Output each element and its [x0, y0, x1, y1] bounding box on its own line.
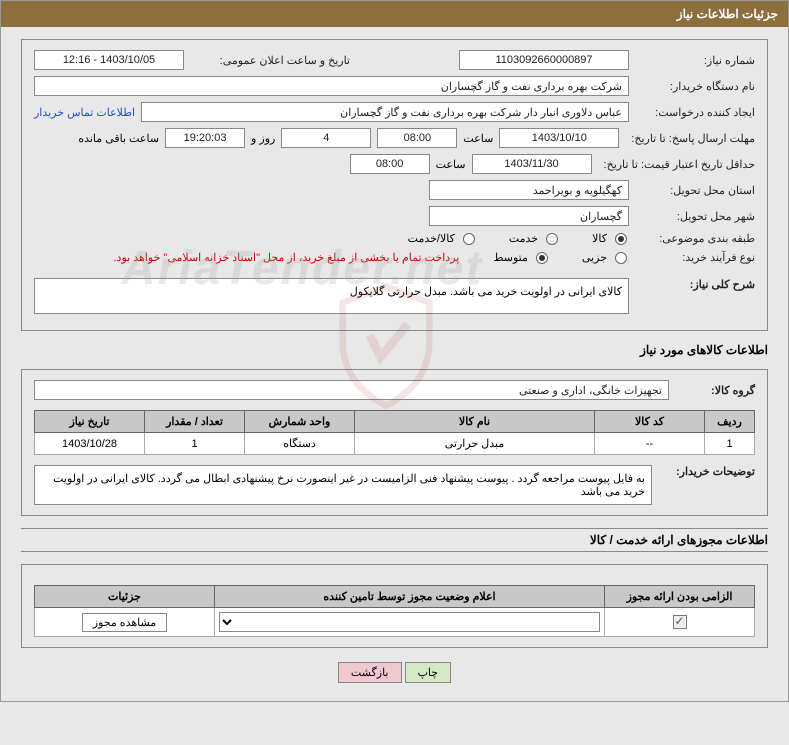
radio-service[interactable]	[546, 233, 558, 245]
radio-goods-service-label: کالا/خدمت	[408, 232, 455, 245]
lic-col-details: جزئیات	[35, 586, 215, 608]
buyer-org-value: شرکت بهره برداری نفت و گاز گچساران	[34, 76, 629, 96]
process-label: نوع فرآیند خرید:	[635, 251, 755, 264]
province-label: استان محل تحویل:	[635, 184, 755, 197]
province-value: کهگیلویه و بویراحمد	[429, 180, 629, 200]
desc-text: کالای ایرانی در اولویت خرید می باشد. مبد…	[34, 278, 629, 314]
radio-medium-label: متوسط	[493, 251, 528, 264]
need-number-label: شماره نیاز:	[635, 54, 755, 67]
cell-date: 1403/10/28	[35, 433, 145, 455]
mandatory-checkbox[interactable]	[673, 615, 687, 629]
license-section: الزامی بودن ارائه مجوز اعلام وضعیت مجوز …	[21, 564, 768, 648]
buyer-contact-link[interactable]: اطلاعات تماس خریدار	[34, 106, 135, 119]
process-note: پرداخت تمام یا بخشی از مبلغ خرید، از محل…	[114, 251, 460, 264]
buyer-desc-text: به فایل پیوست مراجعه گردد . پیوست پیشنها…	[34, 465, 652, 505]
cell-row: 1	[705, 433, 755, 455]
validity-date: 1403/11/30	[472, 154, 592, 174]
deadline-date: 1403/10/10	[499, 128, 619, 148]
license-section-title: اطلاعات مجوزهای ارائه خدمت / کالا	[21, 528, 768, 552]
col-qty: تعداد / مقدار	[145, 411, 245, 433]
license-table: الزامی بودن ارائه مجوز اعلام وضعیت مجوز …	[34, 585, 755, 637]
cell-name: مبدل حرارتی	[355, 433, 595, 455]
radio-goods[interactable]	[615, 233, 627, 245]
license-row: مشاهده مجوز	[35, 608, 755, 637]
radio-goods-service[interactable]	[463, 233, 475, 245]
validity-label: حداقل تاریخ اعتبار قیمت: تا تاریخ:	[598, 158, 755, 171]
table-row: 1 -- مبدل حرارتی دستگاه 1 1403/10/28	[35, 433, 755, 455]
city-label: شهر محل تحویل:	[635, 210, 755, 223]
validity-time: 08:00	[350, 154, 430, 174]
lic-col-status: اعلام وضعیت مجوز توسط تامین کننده	[215, 586, 605, 608]
buyer-org-label: نام دستگاه خریدار:	[635, 80, 755, 93]
footer-buttons: چاپ بازگشت	[1, 662, 788, 683]
goods-group-label: گروه کالا:	[675, 384, 755, 397]
col-unit: واحد شمارش	[245, 411, 355, 433]
requester-value: عباس دلاوری انبار دار شرکت بهره برداری ن…	[141, 102, 629, 122]
buyer-desc-label: توضیحات خریدار:	[660, 465, 755, 478]
city-value: گچساران	[429, 206, 629, 226]
deadline-time: 08:00	[377, 128, 457, 148]
main-wrapper: جزئیات اطلاعات نیاز AriaTender.net شماره…	[0, 0, 789, 702]
cell-code: --	[595, 433, 705, 455]
need-info-section: شماره نیاز: 1103092660000897 تاریخ و ساع…	[21, 39, 768, 331]
page-title: جزئیات اطلاعات نیاز	[677, 7, 778, 21]
radio-medium[interactable]	[536, 252, 548, 264]
lic-col-mandatory: الزامی بودن ارائه مجوز	[605, 586, 755, 608]
announce-date-value: 1403/10/05 - 12:16	[34, 50, 184, 70]
time-label-2: ساعت	[436, 158, 466, 171]
announce-date-label: تاریخ و ساعت اعلان عمومی:	[190, 54, 350, 67]
status-select[interactable]	[219, 612, 600, 632]
col-date: تاریخ نیاز	[35, 411, 145, 433]
radio-service-label: خدمت	[509, 232, 538, 245]
goods-table: ردیف کد کالا نام کالا واحد شمارش تعداد /…	[34, 410, 755, 455]
back-button[interactable]: بازگشت	[338, 662, 402, 683]
category-label: طبقه بندی موضوعی:	[635, 232, 755, 245]
radio-goods-label: کالا	[592, 232, 607, 245]
col-code: کد کالا	[595, 411, 705, 433]
need-number-value: 1103092660000897	[459, 50, 629, 70]
days-count: 4	[281, 128, 371, 148]
goods-group-value: تجهیزات خانگی، اداری و صنعتی	[34, 380, 669, 400]
page-header: جزئیات اطلاعات نیاز	[1, 1, 788, 27]
days-and-label: روز و	[251, 132, 275, 145]
deadline-label: مهلت ارسال پاسخ: تا تاریخ:	[625, 132, 755, 145]
requester-label: ایجاد کننده درخواست:	[635, 106, 755, 119]
radio-partial[interactable]	[615, 252, 627, 264]
goods-section: گروه کالا: تجهیزات خانگی، اداری و صنعتی …	[21, 369, 768, 516]
desc-label: شرح کلی نیاز:	[635, 278, 755, 291]
goods-section-title: اطلاعات کالاهای مورد نیاز	[21, 343, 768, 357]
view-license-button[interactable]: مشاهده مجوز	[82, 613, 167, 632]
cell-unit: دستگاه	[245, 433, 355, 455]
time-label-1: ساعت	[463, 132, 493, 145]
radio-partial-label: جزیی	[582, 251, 607, 264]
print-button[interactable]: چاپ	[405, 662, 452, 683]
remaining-label: ساعت باقی مانده	[78, 132, 159, 145]
col-row: ردیف	[705, 411, 755, 433]
cell-qty: 1	[145, 433, 245, 455]
countdown-value: 19:20:03	[165, 128, 245, 148]
col-name: نام کالا	[355, 411, 595, 433]
